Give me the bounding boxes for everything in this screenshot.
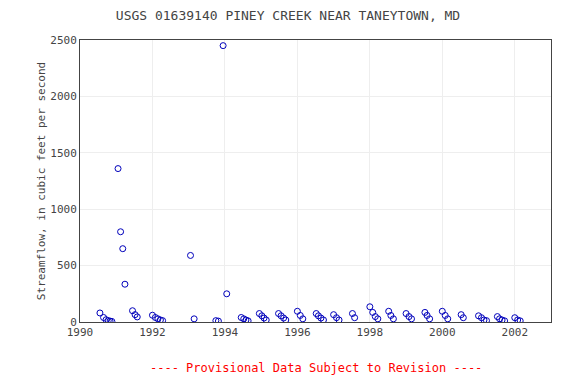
svg-text:---- Provisional Data Subject: ---- Provisional Data Subject to Revisio… [150, 361, 482, 375]
svg-text:1994: 1994 [212, 326, 239, 339]
svg-text:1500: 1500 [50, 147, 77, 160]
svg-text:2002: 2002 [502, 326, 529, 339]
svg-text:2000: 2000 [50, 90, 77, 103]
svg-text:1990: 1990 [67, 326, 94, 339]
svg-text:Streamflow, in cubic feet per: Streamflow, in cubic feet per second [35, 62, 48, 300]
svg-text:1992: 1992 [139, 326, 166, 339]
svg-text:USGS 01639140 PINEY CREEK NEAR: USGS 01639140 PINEY CREEK NEAR TANEYTOWN… [116, 8, 461, 23]
svg-text:1996: 1996 [284, 326, 311, 339]
svg-text:2500: 2500 [50, 34, 77, 47]
svg-text:1000: 1000 [50, 203, 77, 216]
svg-text:0: 0 [70, 316, 77, 329]
svg-text:500: 500 [57, 259, 77, 272]
svg-text:2000: 2000 [429, 326, 456, 339]
svg-text:1998: 1998 [357, 326, 384, 339]
